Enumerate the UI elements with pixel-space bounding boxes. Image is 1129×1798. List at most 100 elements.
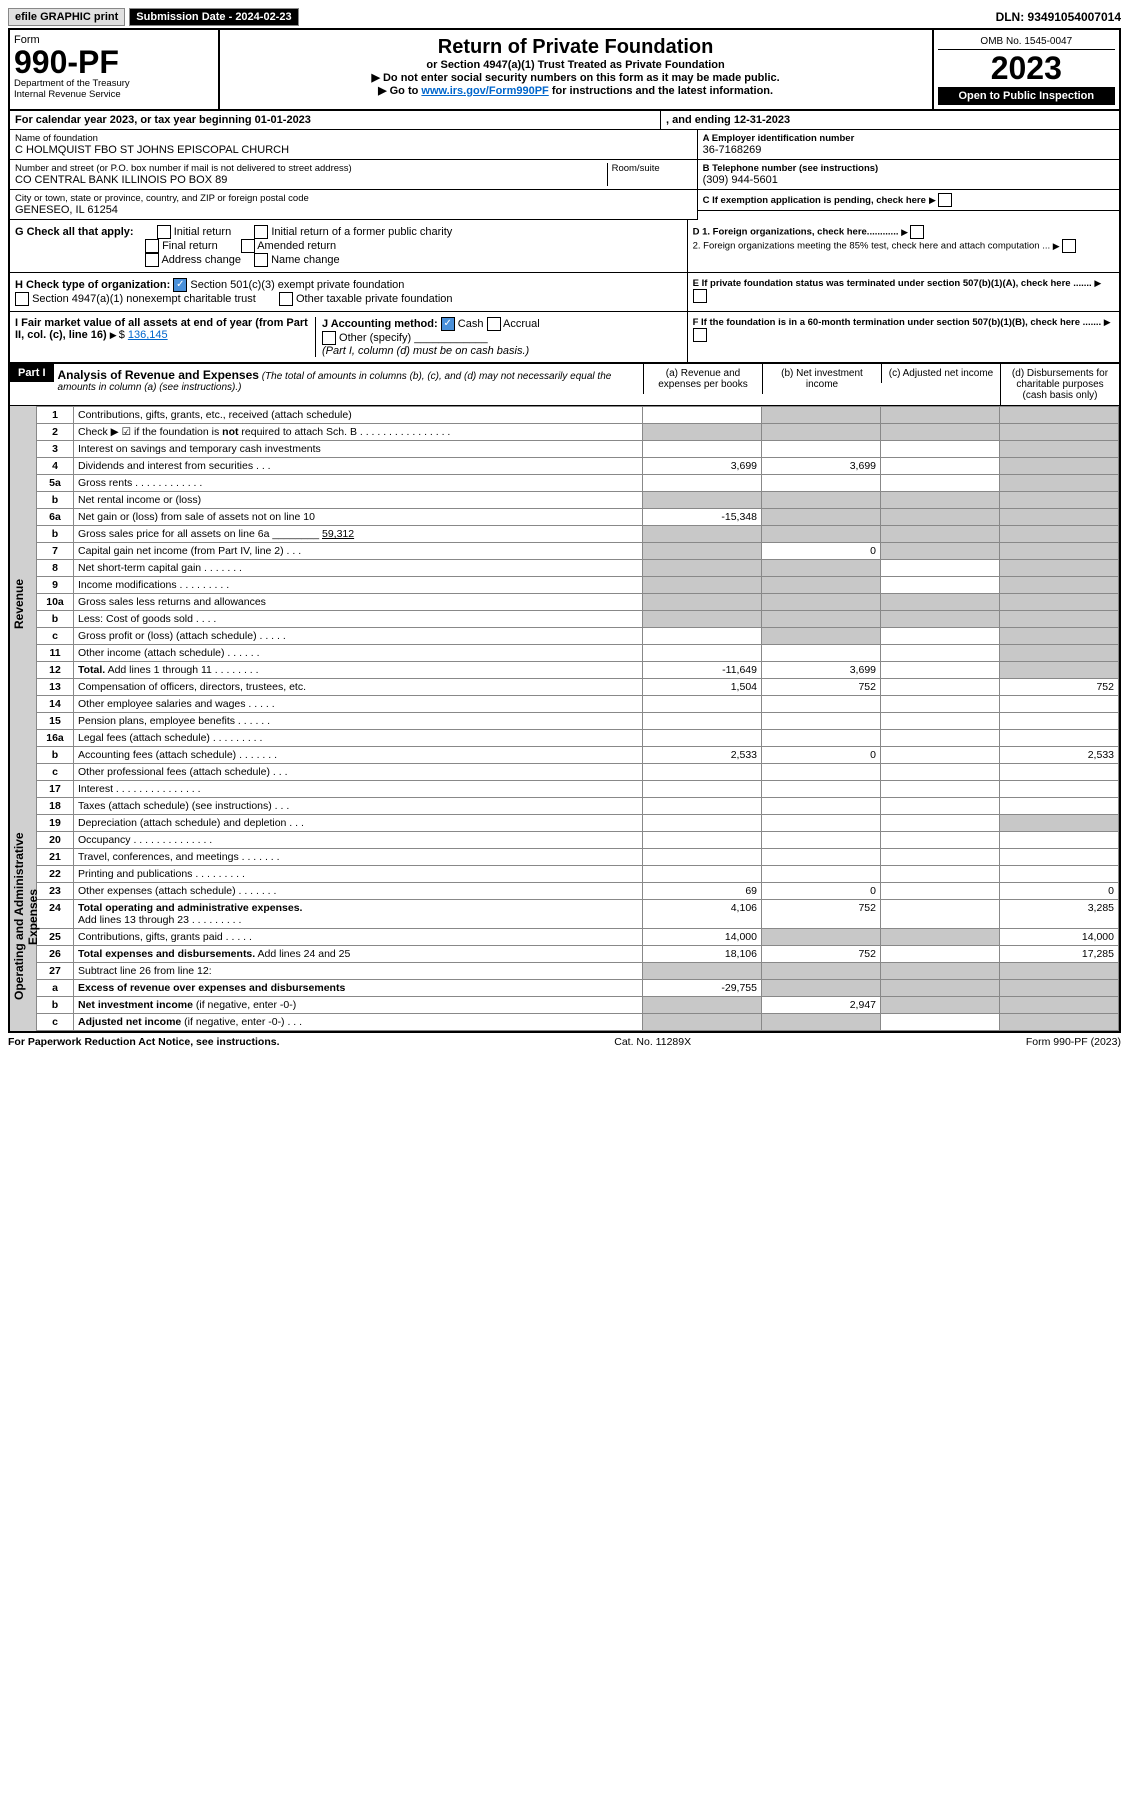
- tax-year: 2023: [938, 50, 1115, 87]
- col-b-hdr: (b) Net investment income: [762, 364, 881, 394]
- note-goto: ▶ Go to www.irs.gov/Form990PF for instru…: [226, 84, 926, 97]
- line-18: 18Taxes (attach schedule) (see instructi…: [37, 798, 1119, 815]
- city-label: City or town, state or province, country…: [15, 193, 692, 204]
- line-14: 14Other employee salaries and wages . . …: [37, 696, 1119, 713]
- form-subtitle: or Section 4947(a)(1) Trust Treated as P…: [226, 59, 926, 71]
- chk-other-tax[interactable]: [279, 292, 293, 306]
- line-a: aExcess of revenue over expenses and dis…: [37, 980, 1119, 997]
- line-24: 24Total operating and administrative exp…: [37, 900, 1119, 929]
- f-label: F If the foundation is in a 60-month ter…: [693, 317, 1102, 328]
- revenue-label: Revenue: [10, 406, 36, 802]
- chk-501c3[interactable]: [173, 278, 187, 292]
- line-6a: 6aNet gain or (loss) from sale of assets…: [37, 509, 1119, 526]
- line-12: 12Total. Add lines 1 through 11 . . . . …: [37, 662, 1119, 679]
- part1-label: Part I: [10, 364, 54, 382]
- j-label: J Accounting method:: [322, 318, 438, 330]
- footer-mid: Cat. No. 11289X: [614, 1036, 691, 1048]
- city-state-zip: GENESEO, IL 61254: [15, 204, 692, 216]
- d1-label: D 1. Foreign organizations, check here..…: [693, 227, 899, 238]
- chk-4947[interactable]: [15, 292, 29, 306]
- d2-checkbox[interactable]: [1062, 239, 1076, 253]
- line-1: 1Contributions, gifts, grants, etc., rec…: [37, 407, 1119, 424]
- line-13: 13Compensation of officers, directors, t…: [37, 679, 1119, 696]
- e-checkbox[interactable]: [693, 289, 707, 303]
- chk-final[interactable]: [145, 239, 159, 253]
- line-19: 19Depreciation (attach schedule) and dep…: [37, 815, 1119, 832]
- room-label: Room/suite: [612, 163, 692, 174]
- submission-date: Submission Date - 2024-02-23: [129, 8, 298, 26]
- line-21: 21Travel, conferences, and meetings . . …: [37, 849, 1119, 866]
- col-a-hdr: (a) Revenue and expenses per books: [643, 364, 762, 394]
- part1-title: Analysis of Revenue and Expenses: [58, 368, 259, 382]
- phone-value: (309) 944-5601: [703, 174, 1114, 186]
- chk-amended[interactable]: [241, 239, 255, 253]
- line-23: 23Other expenses (attach schedule) . . .…: [37, 883, 1119, 900]
- g-label: G Check all that apply:: [15, 226, 134, 238]
- ein-label: A Employer identification number: [703, 133, 1114, 144]
- addr-label: Number and street (or P.O. box number if…: [15, 163, 607, 174]
- part1-table: 1Contributions, gifts, grants, etc., rec…: [36, 406, 1119, 1031]
- line-b: bNet rental income or (loss): [37, 492, 1119, 509]
- col-d-hdr: (d) Disbursements for charitable purpose…: [1000, 364, 1119, 405]
- line-10a: 10aGross sales less returns and allowanc…: [37, 594, 1119, 611]
- footer-right: Form 990-PF (2023): [1026, 1036, 1121, 1048]
- line-b: bNet investment income (if negative, ent…: [37, 997, 1119, 1014]
- line-22: 22Printing and publications . . . . . . …: [37, 866, 1119, 883]
- ein-value: 36-7168269: [703, 144, 1114, 156]
- line-2: 2Check ▶ ☑ if the foundation is not requ…: [37, 424, 1119, 441]
- f-checkbox[interactable]: [693, 328, 707, 342]
- chk-accrual[interactable]: [487, 317, 501, 331]
- dln: DLN: 93491054007014: [996, 10, 1121, 24]
- chk-cash[interactable]: [441, 317, 455, 331]
- chk-initial-former[interactable]: [254, 225, 268, 239]
- line-25: 25Contributions, gifts, grants paid . . …: [37, 929, 1119, 946]
- line-b: bGross sales price for all assets on lin…: [37, 526, 1119, 543]
- footer-left: For Paperwork Reduction Act Notice, see …: [8, 1036, 280, 1048]
- line-b: bAccounting fees (attach schedule) . . .…: [37, 747, 1119, 764]
- line-20: 20Occupancy . . . . . . . . . . . . . .: [37, 832, 1119, 849]
- efile-button[interactable]: efile GRAPHIC print: [8, 8, 125, 26]
- line-17: 17Interest . . . . . . . . . . . . . . .: [37, 781, 1119, 798]
- d2-label: 2. Foreign organizations meeting the 85%…: [693, 241, 1051, 252]
- line-8: 8Net short-term capital gain . . . . . .…: [37, 560, 1119, 577]
- fmv-value[interactable]: 136,145: [128, 329, 168, 341]
- h-label: H Check type of organization:: [15, 279, 170, 291]
- chk-initial[interactable]: [157, 225, 171, 239]
- line-15: 15Pension plans, employee benefits . . .…: [37, 713, 1119, 730]
- form990pf-link[interactable]: www.irs.gov/Form990PF: [421, 85, 548, 97]
- line-c: cAdjusted net income (if negative, enter…: [37, 1014, 1119, 1031]
- form-number: 990-PF: [14, 46, 214, 78]
- phone-label: B Telephone number (see instructions): [703, 163, 1114, 174]
- j-note: (Part I, column (d) must be on cash basi…: [322, 345, 529, 357]
- c-label: C If exemption application is pending, c…: [703, 195, 926, 206]
- line-7: 7Capital gain net income (from Part IV, …: [37, 543, 1119, 560]
- line-c: cGross profit or (loss) (attach schedule…: [37, 628, 1119, 645]
- address: CO CENTRAL BANK ILLINOIS PO BOX 89: [15, 174, 607, 186]
- line-5a: 5aGross rents . . . . . . . . . . . .: [37, 475, 1119, 492]
- line-4: 4Dividends and interest from securities …: [37, 458, 1119, 475]
- line-26: 26Total expenses and disbursements. Add …: [37, 946, 1119, 963]
- open-public: Open to Public Inspection: [938, 87, 1115, 105]
- chk-address[interactable]: [145, 253, 159, 267]
- foundation-name: C HOLMQUIST FBO ST JOHNS EPISCOPAL CHURC…: [15, 144, 692, 156]
- ending-date: , and ending 12-31-2023: [661, 111, 1119, 129]
- line-11: 11Other income (attach schedule) . . . .…: [37, 645, 1119, 662]
- line-27: 27Subtract line 26 from line 12:: [37, 963, 1119, 980]
- col-c-hdr: (c) Adjusted net income: [881, 364, 1000, 383]
- note-ssn: ▶ Do not enter social security numbers o…: [226, 71, 926, 84]
- calendar-year: For calendar year 2023, or tax year begi…: [10, 111, 661, 129]
- irs-label: Internal Revenue Service: [14, 89, 214, 100]
- expenses-label: Operating and Administrative Expenses: [10, 802, 36, 1031]
- d1-checkbox[interactable]: [910, 225, 924, 239]
- e-label: E If private foundation status was termi…: [693, 278, 1092, 289]
- chk-other-method[interactable]: [322, 331, 336, 345]
- dept-treasury: Department of the Treasury: [14, 78, 214, 89]
- line-16a: 16aLegal fees (attach schedule) . . . . …: [37, 730, 1119, 747]
- line-3: 3Interest on savings and temporary cash …: [37, 441, 1119, 458]
- omb-number: OMB No. 1545-0047: [938, 34, 1115, 50]
- c-checkbox[interactable]: [938, 193, 952, 207]
- line-c: cOther professional fees (attach schedul…: [37, 764, 1119, 781]
- chk-name[interactable]: [254, 253, 268, 267]
- form-title: Return of Private Foundation: [226, 36, 926, 59]
- line-9: 9Income modifications . . . . . . . . .: [37, 577, 1119, 594]
